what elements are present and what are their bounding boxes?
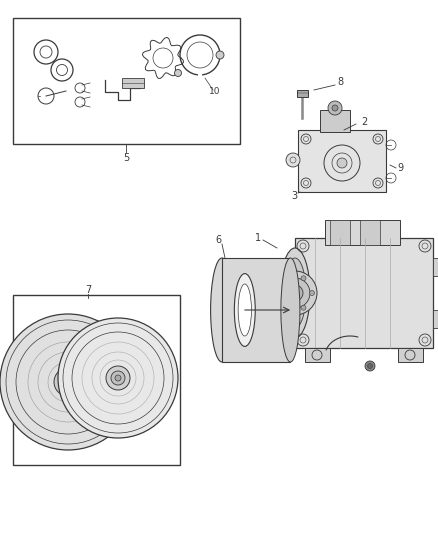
Text: 9: 9 (397, 163, 403, 173)
Circle shape (337, 158, 347, 168)
Bar (13, 295, 180, 465)
Text: 1: 1 (255, 233, 261, 243)
Ellipse shape (281, 258, 300, 362)
Text: 10: 10 (209, 87, 221, 96)
Ellipse shape (284, 258, 306, 328)
Ellipse shape (234, 273, 255, 346)
Ellipse shape (238, 284, 251, 336)
Bar (305, 348, 330, 362)
Circle shape (291, 289, 299, 297)
Circle shape (286, 153, 300, 167)
Bar (330, 220, 350, 245)
Circle shape (310, 290, 314, 295)
Bar (320, 110, 350, 132)
Circle shape (58, 318, 178, 438)
Circle shape (216, 51, 224, 59)
Text: 7: 7 (85, 285, 91, 295)
Circle shape (54, 368, 82, 396)
Text: 2: 2 (361, 117, 367, 127)
Bar (398, 348, 423, 362)
Bar (122, 78, 144, 88)
Circle shape (301, 276, 306, 281)
Bar (295, 238, 433, 348)
Circle shape (367, 364, 372, 368)
Circle shape (64, 378, 72, 386)
Bar (325, 220, 400, 245)
Circle shape (106, 366, 130, 390)
Bar (13, 18, 240, 144)
Text: 8: 8 (337, 77, 343, 87)
Circle shape (280, 278, 310, 308)
Bar (433, 258, 438, 276)
Circle shape (284, 276, 289, 281)
Text: 6: 6 (215, 235, 221, 245)
Circle shape (60, 374, 76, 390)
Circle shape (115, 375, 121, 381)
Circle shape (332, 105, 338, 111)
Circle shape (111, 371, 125, 385)
Bar (360, 220, 380, 245)
Circle shape (276, 290, 280, 295)
Circle shape (301, 305, 306, 310)
Ellipse shape (280, 248, 310, 338)
Bar (222, 258, 290, 362)
Circle shape (174, 69, 181, 77)
Circle shape (273, 271, 317, 315)
Circle shape (328, 101, 342, 115)
Bar (298, 130, 386, 192)
Bar (433, 310, 438, 328)
Circle shape (287, 285, 303, 301)
Circle shape (284, 305, 289, 310)
Ellipse shape (211, 258, 233, 362)
Circle shape (0, 314, 136, 450)
Text: 5: 5 (123, 153, 129, 163)
Text: 3: 3 (291, 191, 297, 201)
Circle shape (365, 361, 375, 371)
Bar (297, 90, 308, 97)
